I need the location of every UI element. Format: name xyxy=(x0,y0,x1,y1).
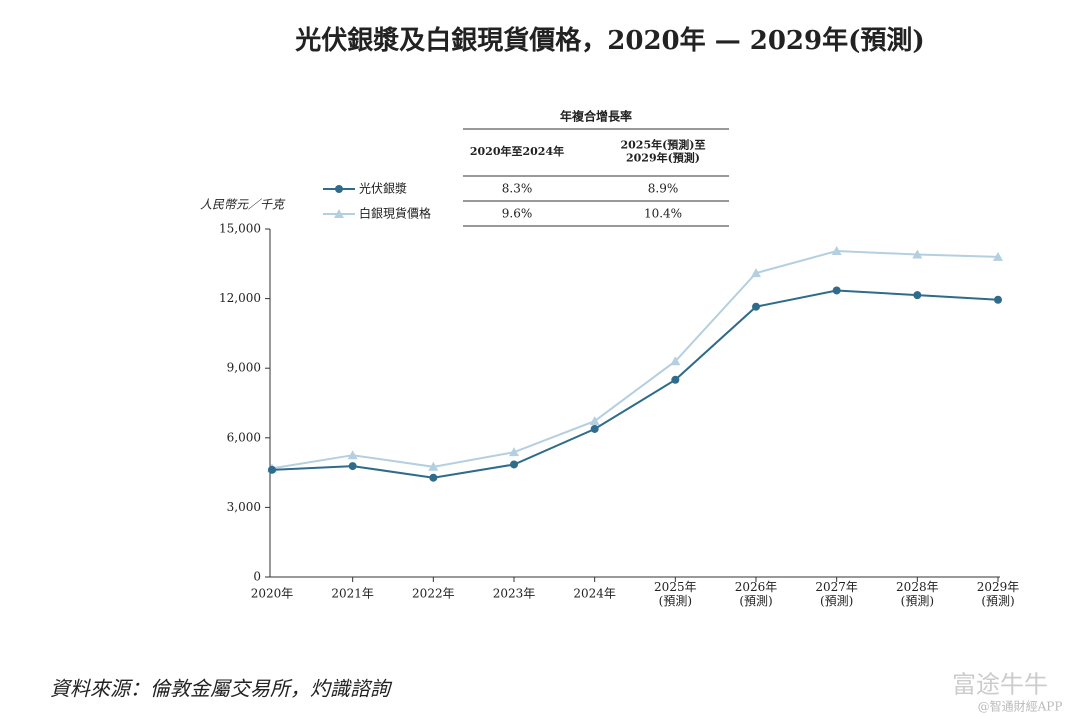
x-tick-label: 2023年 xyxy=(493,587,536,601)
chart-title: 光伏銀漿及白銀現貨價格，2020年 — 2029年(預測) xyxy=(294,25,924,56)
point xyxy=(510,460,518,469)
x-tick-label: 2021年 xyxy=(331,587,374,601)
table-cell: 9.6% xyxy=(502,207,533,221)
point xyxy=(671,375,680,384)
point xyxy=(268,465,276,474)
point xyxy=(832,286,841,295)
table-header: 2025年(預測)至 2029年(預測) xyxy=(620,137,705,164)
y-tick-label: 3,000 xyxy=(227,500,261,514)
x-tick-label: 2027年(預測) xyxy=(815,579,858,607)
y-axis-label: 人民幣元／千克 xyxy=(200,198,286,212)
point xyxy=(751,268,761,278)
line xyxy=(271,250,999,470)
point xyxy=(589,416,600,426)
point xyxy=(347,450,358,460)
legend-marker xyxy=(335,185,343,193)
table-header: 2020年至2024年 xyxy=(470,144,564,158)
x-tick-label: 2029年(預測) xyxy=(977,579,1020,607)
point xyxy=(348,462,357,471)
x-tick-label: 2020年 xyxy=(251,587,294,601)
point xyxy=(590,424,599,433)
y-tick-label: 15,000 xyxy=(219,222,261,236)
x-tick-label: 2028年(預測) xyxy=(896,579,939,607)
x-tick-label: 2024年 xyxy=(573,587,616,601)
legend-marker xyxy=(334,209,344,218)
y-tick-label: 9,000 xyxy=(227,361,261,375)
point xyxy=(912,249,923,259)
table-cell: 8.9% xyxy=(648,182,679,196)
point xyxy=(831,246,842,256)
y-tick-label: 12,000 xyxy=(219,291,261,305)
point xyxy=(509,447,519,457)
x-tick-label: 2025年(預測) xyxy=(654,579,697,607)
point xyxy=(429,473,438,482)
table-cell: 10.4% xyxy=(644,207,682,221)
x-tick-label: 2026年(預測) xyxy=(735,579,778,607)
point xyxy=(752,302,760,311)
point xyxy=(428,461,439,471)
legend-label: 光伏銀漿 xyxy=(359,181,407,196)
point xyxy=(993,251,1003,261)
x-tick-label: 2022年 xyxy=(412,587,455,601)
point xyxy=(994,295,1002,304)
legend-label: 白銀現貨價格 xyxy=(359,206,431,221)
line xyxy=(271,289,999,479)
source: 資料來源：倫敦金屬交易所，灼識諮詢 xyxy=(50,677,393,701)
table-title: 年複合增長率 xyxy=(560,109,632,124)
point xyxy=(670,356,681,366)
y-tick-label: 6,000 xyxy=(227,430,261,444)
y-tick-label: 0 xyxy=(253,570,261,584)
watermark: 富途牛牛 xyxy=(952,671,1048,699)
table-cell: 8.3% xyxy=(502,182,533,196)
watermark: @智通財經APP xyxy=(978,699,1063,714)
point xyxy=(913,291,922,300)
